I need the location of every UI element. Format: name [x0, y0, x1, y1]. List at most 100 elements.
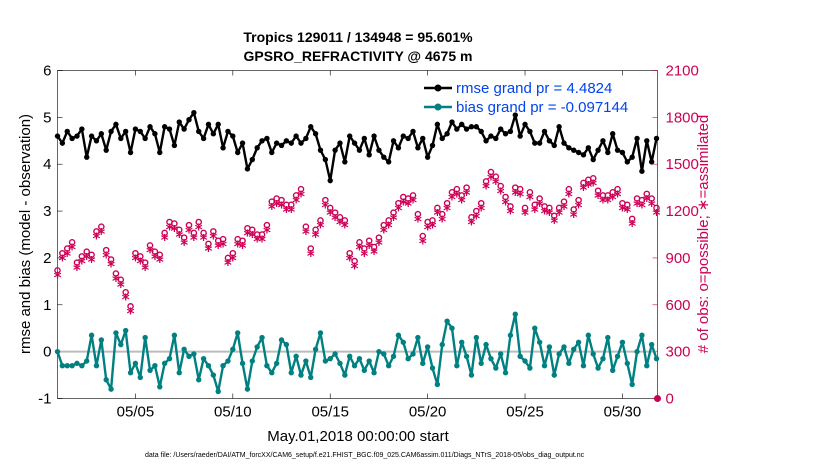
obs-possible-point [278, 196, 285, 204]
obs-assimilated-point: * [205, 242, 213, 260]
rmse-point [556, 124, 562, 130]
rmse-point [434, 121, 441, 128]
rmse-point [429, 142, 436, 149]
rmse-point [103, 147, 109, 153]
obs-assimilated-point: * [643, 192, 651, 210]
rmse-point [629, 154, 635, 160]
y-left-tick-label: 0 [43, 344, 51, 361]
bias-point [84, 358, 90, 364]
bias-point [532, 325, 538, 331]
rmse-point [634, 135, 640, 142]
rmse-point [473, 124, 480, 130]
obs-assimilated-point: * [448, 191, 456, 209]
obs-assimilated-point: * [112, 272, 120, 290]
bias-point [366, 358, 372, 364]
obs-assimilated-point: * [307, 247, 315, 265]
obs-assimilated-point: * [424, 220, 432, 238]
obs-assimilated-point: * [589, 177, 597, 195]
obs-assimilated-point: * [312, 228, 320, 246]
rmse-point [312, 131, 319, 137]
bias-point [371, 370, 377, 376]
bias-point [196, 377, 202, 383]
obs-assimilated-point: * [209, 230, 217, 248]
bias-point [512, 311, 518, 317]
bias-point [483, 341, 489, 348]
bias-point [244, 386, 251, 392]
rmse-point [639, 168, 645, 174]
bias-point [293, 353, 299, 360]
bias-point [571, 346, 577, 352]
y-right-tick-label: 1200 [666, 203, 699, 220]
obs-assimilated-point: * [653, 206, 661, 224]
obs-assimilated-point: * [146, 244, 154, 262]
obs-assimilated-point: * [409, 194, 417, 212]
bias-point [332, 351, 338, 357]
bias-point [639, 332, 645, 338]
obs-assimilated-point: * [234, 237, 242, 255]
bias-point [142, 334, 148, 341]
bias-point [186, 353, 192, 360]
bias-point [132, 360, 139, 367]
rmse-point [54, 133, 61, 139]
rmse-point [385, 159, 392, 165]
rmse-point [176, 119, 182, 125]
x-axis: 05/05 05/10 05/15 05/20 05/25 05/30 [117, 70, 642, 421]
bias-point [478, 360, 484, 367]
bias-point [147, 367, 153, 374]
bias-point [283, 341, 290, 348]
rmse-point [283, 138, 290, 144]
obs-possible-point [536, 195, 543, 202]
rmse-point [424, 154, 431, 160]
bias-point [454, 363, 460, 369]
y-left-tick-label: 2 [43, 250, 51, 267]
rmse-point [215, 121, 221, 128]
obs-possible-point [492, 173, 500, 181]
rmse-point [225, 128, 231, 135]
bias-point [118, 341, 124, 348]
obs-assimilated-point: * [78, 255, 86, 273]
obs-assimilated-point: * [360, 247, 368, 265]
obs-assimilated-point: * [633, 197, 641, 215]
obs-assimilated-point: * [200, 231, 208, 249]
obs-possible-point [526, 189, 534, 196]
obs-assimilated-point: * [151, 250, 159, 268]
obs-possible-point [434, 204, 441, 212]
legend-marker-rmse [434, 84, 442, 92]
obs-possible-point [589, 174, 597, 182]
obs-assimilated-point: * [292, 194, 300, 212]
rmse-point [98, 131, 105, 137]
obs-assimilated-point: * [506, 205, 514, 223]
rmse-point [546, 138, 553, 144]
rmse-point [327, 177, 333, 184]
obs-assimilated-point: * [317, 219, 325, 237]
obs-assimilated-point: * [550, 214, 558, 232]
rmse-point [59, 140, 66, 146]
obs-assimilated-point: * [97, 225, 105, 243]
rmse-point [122, 128, 129, 135]
obs-possible-point [175, 226, 183, 234]
bias-point [395, 332, 402, 338]
obs-possible-point [93, 228, 100, 235]
x-tick-label: 05/30 [604, 404, 642, 421]
rmse-point [342, 159, 348, 165]
rmse-point [220, 145, 226, 151]
obs-assimilated-point: * [370, 245, 378, 263]
obs-assimilated-point: * [404, 197, 412, 215]
y-right-tick-label: 300 [666, 344, 691, 361]
y-axis-left: -1 0 1 2 3 4 5 6 [38, 63, 63, 408]
bias-point [488, 355, 494, 362]
y-right-tick-label: 2100 [666, 63, 699, 80]
rmse-point [79, 126, 85, 132]
obs-assimilated-point: * [83, 250, 91, 268]
obs-possible-point [136, 253, 144, 260]
bias-point [502, 370, 509, 376]
bias-point [468, 372, 475, 378]
bias-point [234, 330, 241, 336]
obs-assimilated-point: * [438, 212, 446, 230]
rmse-point [405, 135, 411, 142]
obs-possible-point [638, 196, 646, 204]
bias-point [473, 334, 480, 341]
obs-possible-point [200, 229, 207, 237]
obs-assimilated-point: * [278, 198, 286, 216]
